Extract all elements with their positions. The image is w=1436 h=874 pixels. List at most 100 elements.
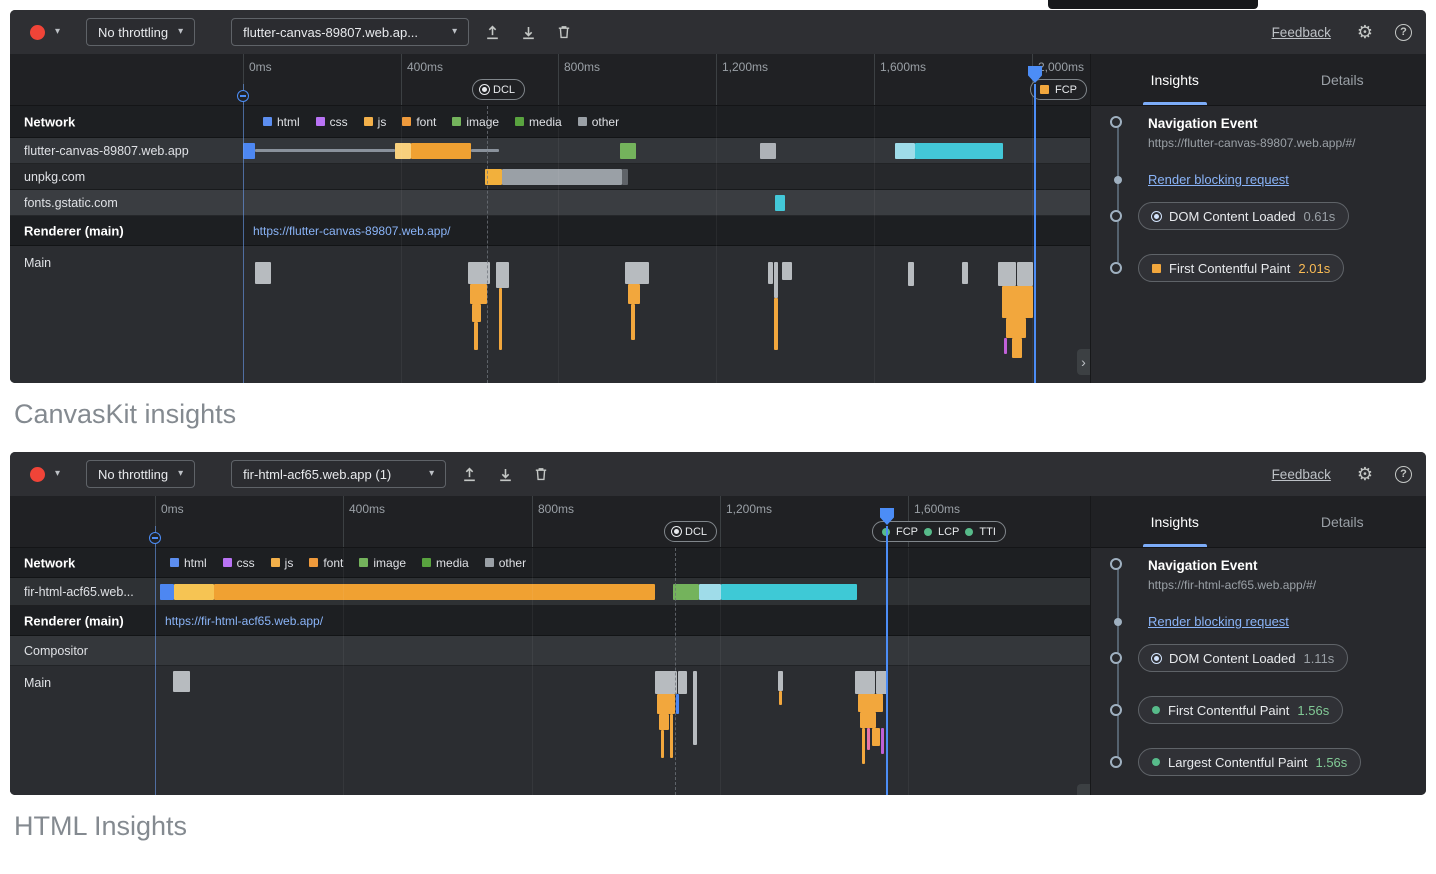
timeline-bar[interactable] [659, 714, 669, 730]
network-track-header[interactable]: Network html css js font image media other [10, 106, 1090, 138]
metrics-marker-pill[interactable]: FCP LCP TTI [872, 521, 1006, 542]
tab-insights[interactable]: Insights [1091, 496, 1259, 547]
timeline-bar[interactable] [881, 728, 884, 754]
network-row-fir-html[interactable]: fir-html-acf65.web... [10, 578, 1090, 606]
trace-select[interactable]: flutter-canvas-89807.web.ap... ▾ [231, 18, 470, 46]
timeline-bar[interactable] [860, 712, 876, 728]
playhead-line[interactable] [886, 526, 888, 795]
timeline-bar[interactable] [174, 584, 214, 600]
timeline-bar[interactable] [395, 143, 411, 159]
timeline-bar[interactable] [1006, 318, 1026, 338]
record-button[interactable] [30, 466, 45, 482]
timeline-bar[interactable] [255, 149, 395, 152]
timeline-bar[interactable] [779, 691, 782, 705]
timeline-bar[interactable] [721, 584, 857, 600]
timeline-bar[interactable] [472, 304, 481, 322]
timeline-bar[interactable] [1017, 262, 1033, 286]
timeline-bar[interactable] [173, 671, 190, 692]
throttling-select[interactable]: No throttling ▾ [86, 460, 196, 488]
dcl-marker-pill[interactable]: DCL [472, 79, 526, 100]
dom-content-loaded-badge[interactable]: DOM Content Loaded 0.61s [1138, 202, 1350, 230]
playhead-marker[interactable] [1028, 66, 1042, 83]
timeline-bar[interactable] [499, 288, 502, 350]
download-trace-icon[interactable] [492, 461, 518, 487]
tab-details[interactable]: Details [1320, 71, 1364, 88]
expand-sidebar-button[interactable]: › [1077, 784, 1090, 795]
render-blocking-link[interactable]: Render blocking request [1148, 172, 1289, 187]
timeline-bar[interactable] [661, 730, 664, 758]
timeline-bar[interactable] [895, 143, 915, 159]
timeline-bar[interactable] [243, 143, 255, 159]
timeline-bar[interactable] [998, 262, 1016, 286]
timeline-bar[interactable] [855, 671, 875, 694]
renderer-track-header[interactable]: Renderer (main) https://flutter-canvas-8… [10, 216, 1090, 246]
timeline-bar[interactable] [255, 262, 271, 284]
timeline-bar[interactable] [876, 671, 888, 694]
timeline-bar[interactable] [1002, 286, 1033, 318]
timeline-bar[interactable] [631, 304, 635, 340]
timeline-bar[interactable] [655, 671, 677, 694]
trace-select[interactable]: fir-html-acf65.web.app (1) ▾ [231, 460, 447, 488]
playhead-line[interactable] [1034, 84, 1036, 383]
settings-gear-icon[interactable]: ⚙ [1356, 21, 1373, 42]
trash-icon[interactable] [551, 19, 577, 45]
compositor-track[interactable]: Compositor [10, 636, 1090, 666]
first-contentful-paint-badge[interactable]: First Contentful Paint 1.56s [1138, 696, 1344, 724]
timeline-bar[interactable] [872, 728, 880, 746]
main-thread-track[interactable]: Main [10, 666, 1090, 795]
timeline-bar[interactable] [775, 195, 785, 211]
timeline-bar[interactable] [862, 728, 865, 764]
tab-details[interactable]: Details [1320, 513, 1364, 530]
timeline-bar[interactable] [1004, 338, 1007, 354]
timeline-bar[interactable] [858, 694, 883, 712]
timeline-bar[interactable] [768, 262, 773, 284]
tab-insights[interactable]: Insights [1091, 54, 1259, 105]
timeline-bar[interactable] [160, 584, 174, 600]
timeline-bar[interactable] [628, 284, 640, 304]
network-track-header[interactable]: Network html css js font image media other [10, 548, 1090, 578]
timeline-area[interactable]: DCL FCP 0ms 400ms 800ms 1,200ms 1,600ms 2,000… [10, 54, 1090, 383]
settings-gear-icon[interactable]: ⚙ [1356, 463, 1373, 484]
timeline-bar[interactable] [468, 262, 490, 284]
timeline-bar[interactable] [867, 728, 870, 750]
timeline-area[interactable]: DCL FCP LCP TTI 0ms 400ms 800ms 1,200ms 1,60… [10, 496, 1090, 795]
timeline-bar[interactable] [774, 262, 778, 298]
record-menu-caret-icon[interactable]: ▾ [55, 468, 61, 479]
timeline-bar[interactable] [782, 262, 792, 280]
upload-trace-icon[interactable] [456, 461, 482, 487]
timeline-ruler[interactable]: DCL FCP 0ms 400ms 800ms 1,200ms 1,600ms 2,000… [10, 54, 1090, 106]
timeline-bar[interactable] [673, 584, 699, 600]
timeline-bar[interactable] [474, 322, 478, 350]
expand-sidebar-button[interactable]: › [1077, 349, 1090, 375]
timeline-bar[interactable] [471, 149, 499, 152]
download-trace-icon[interactable] [515, 19, 541, 45]
feedback-link[interactable]: Feedback [1271, 466, 1331, 482]
timeline-bar[interactable] [774, 298, 778, 350]
timeline-bar[interactable] [670, 714, 673, 758]
timeline-bar[interactable] [657, 694, 675, 714]
help-icon[interactable]: ? [1395, 23, 1412, 41]
timeline-bar[interactable] [760, 143, 776, 159]
render-blocking-link[interactable]: Render blocking request [1148, 614, 1289, 629]
throttling-select[interactable]: No throttling ▾ [86, 18, 196, 46]
timeline-bar[interactable] [496, 262, 509, 288]
timeline-bar[interactable] [622, 169, 628, 185]
timeline-bar[interactable] [625, 262, 649, 284]
dom-content-loaded-badge[interactable]: DOM Content Loaded 1.11s [1138, 644, 1349, 672]
trash-icon[interactable] [528, 461, 554, 487]
feedback-link[interactable]: Feedback [1271, 24, 1331, 40]
help-icon[interactable]: ? [1395, 465, 1412, 483]
largest-contentful-paint-badge[interactable]: Largest Contentful Paint 1.56s [1138, 748, 1362, 776]
timeline-bar[interactable] [676, 694, 679, 714]
timeline-bar[interactable] [778, 671, 783, 691]
timeline-bar[interactable] [411, 143, 471, 159]
playhead-marker[interactable] [880, 508, 894, 525]
timeline-bar[interactable] [915, 143, 1003, 159]
fcp-marker-pill[interactable]: FCP [1030, 79, 1087, 100]
timeline-bar[interactable] [699, 584, 721, 600]
record-menu-caret-icon[interactable]: ▾ [55, 26, 61, 37]
network-row-fonts-gstatic[interactable]: fonts.gstatic.com [10, 190, 1090, 216]
timeline-bar[interactable] [908, 262, 914, 286]
timeline-bar[interactable] [485, 169, 502, 185]
renderer-track-header[interactable]: Renderer (main) https://fir-html-acf65.w… [10, 606, 1090, 636]
